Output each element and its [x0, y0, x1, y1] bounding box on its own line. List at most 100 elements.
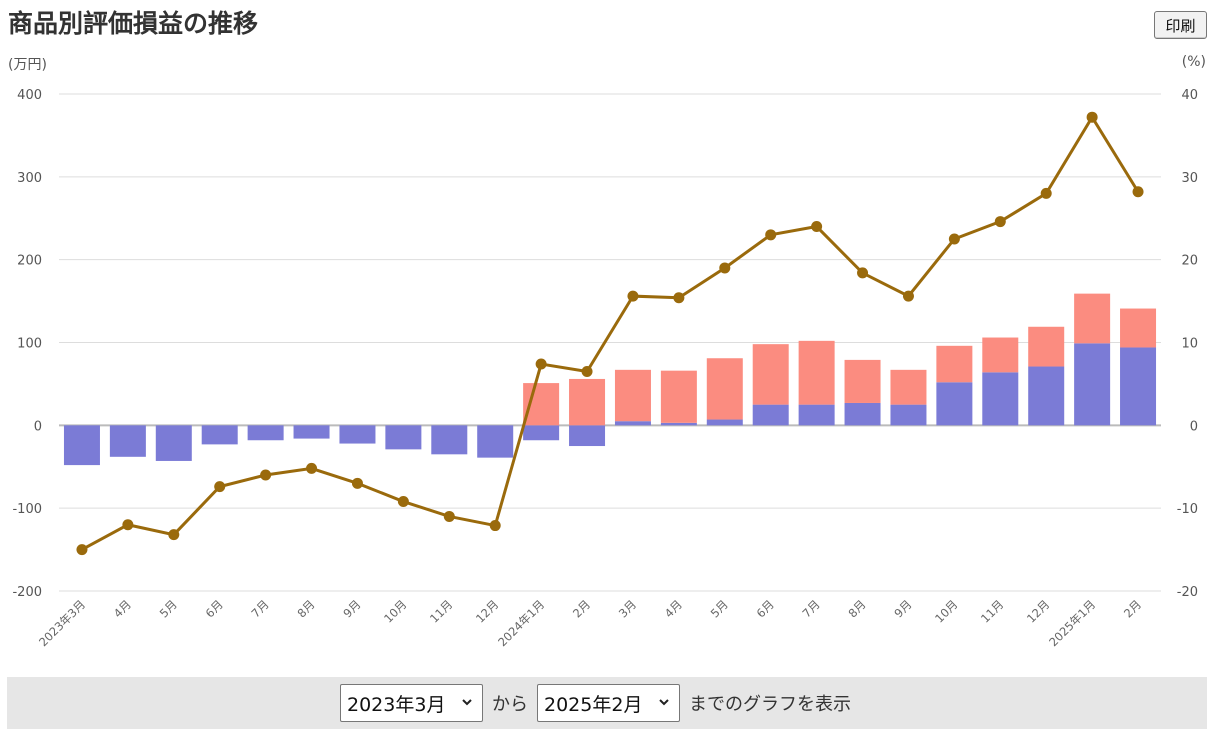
bar-base: [1028, 366, 1065, 426]
ratio-point: [443, 510, 455, 522]
bar-top: [1120, 308, 1157, 348]
ratio-point: [535, 358, 547, 370]
range-suffix-text: までのグラフを表示: [689, 694, 851, 715]
ratio-point: [260, 469, 272, 481]
bar-base: [1074, 343, 1111, 426]
bar-top: [1028, 326, 1065, 367]
chevron-down-icon: [462, 699, 472, 706]
x-tick-label: 4月: [111, 597, 134, 620]
x-tick-label: 2024年1月: [495, 597, 547, 649]
ratio-point: [1040, 187, 1052, 199]
ratio-point: [489, 520, 501, 532]
date-range-controls: 2023年3月 から 2025年2月 までのグラフを表示: [7, 677, 1207, 729]
y2-tick-label: -10: [1177, 502, 1198, 517]
right-axis-unit: (%): [1181, 54, 1206, 70]
to-month-select[interactable]: 2025年2月: [537, 684, 680, 722]
bar-top: [844, 359, 881, 403]
bar-base: [63, 425, 100, 466]
bar-base: [247, 425, 284, 441]
x-tick-label: 8月: [294, 597, 317, 620]
y-tick-label: 0: [34, 419, 42, 434]
bar-base: [936, 382, 973, 426]
ratio-point: [306, 462, 318, 474]
ratio-point: [1086, 111, 1098, 123]
to-month-value: 2025年2月: [544, 693, 643, 716]
x-tick-label: 3月: [616, 597, 639, 620]
ratio-line: [81, 114, 1140, 551]
x-tick-label: 10月: [932, 597, 960, 625]
bar-base: [523, 425, 560, 441]
print-button[interactable]: 印刷: [1154, 11, 1207, 39]
ratio-point: [397, 496, 409, 508]
bar-top: [614, 369, 651, 422]
y-tick-label: 400: [17, 88, 42, 103]
y2-tick-label: 10: [1181, 337, 1198, 352]
y2-tick-label: 0: [1190, 419, 1198, 434]
y2-tick-label: 20: [1181, 254, 1198, 269]
ratio-point: [1132, 186, 1144, 198]
x-tick-label: 2月: [1121, 597, 1144, 620]
bar-top: [798, 340, 835, 405]
y2-tick-label: 40: [1181, 88, 1198, 103]
x-tick-label: 2023年3月: [36, 597, 88, 649]
bar-base: [844, 402, 881, 426]
ratio-point: [719, 262, 731, 274]
y-tick-label: -100: [12, 502, 42, 517]
x-tick-label: 11月: [978, 597, 1006, 625]
ratio-point: [765, 229, 777, 241]
bar-base: [477, 425, 514, 458]
ratio-point: [581, 365, 593, 377]
y2-tick-label: -20: [1177, 585, 1198, 600]
bar-base: [752, 404, 789, 426]
bar-base: [385, 425, 422, 450]
y-tick-label: 200: [17, 254, 42, 269]
page-title: 商品別評価損益の推移: [8, 9, 259, 38]
ratio-point: [673, 292, 685, 304]
y-tick-label: 100: [17, 337, 42, 352]
ratio-point: [902, 290, 914, 302]
ratio-point: [857, 267, 869, 279]
x-tick-label: 11月: [427, 597, 455, 625]
x-tick-label: 6月: [203, 597, 226, 620]
bar-top: [1074, 293, 1111, 344]
y-tick-label: -200: [12, 585, 42, 600]
bar-base: [890, 404, 927, 426]
from-month-value: 2023年3月: [347, 693, 446, 716]
x-tick-label: 12月: [1024, 597, 1052, 625]
x-tick-label: 4月: [662, 597, 685, 620]
bar-base: [339, 425, 376, 444]
ratio-point: [214, 481, 226, 493]
x-tick-label: 5月: [708, 597, 731, 620]
ratio-point: [627, 290, 639, 302]
bar-top: [706, 358, 743, 420]
x-tick-label: 12月: [473, 597, 501, 625]
from-connector-text: から: [492, 694, 528, 715]
x-tick-label: 7月: [249, 597, 272, 620]
bar-base: [569, 425, 606, 447]
ratio-point: [351, 477, 363, 489]
left-axis-unit: (万円): [8, 57, 47, 73]
bar-base: [155, 425, 192, 461]
x-tick-label: 5月: [157, 597, 180, 620]
bar-base: [201, 425, 238, 445]
bar-base: [614, 421, 651, 426]
ratio-point: [811, 221, 823, 233]
bar-top: [936, 345, 973, 383]
bar-base: [798, 404, 835, 426]
x-tick-label: 9月: [891, 597, 914, 620]
chevron-down-icon: [659, 699, 669, 706]
ratio-point: [122, 519, 134, 531]
bar-base: [1120, 347, 1157, 426]
bar-top: [660, 370, 697, 423]
bar-top: [890, 369, 927, 405]
from-month-select[interactable]: 2023年3月: [340, 684, 483, 722]
bar-base: [109, 425, 146, 457]
bar-base: [293, 425, 330, 439]
y2-tick-label: 30: [1181, 171, 1198, 186]
bar-base: [431, 425, 468, 455]
ratio-point: [76, 544, 88, 556]
y-tick-label: 300: [17, 171, 42, 186]
x-tick-label: 8月: [845, 597, 868, 620]
x-tick-label: 9月: [340, 597, 363, 620]
bar-base: [706, 419, 743, 426]
